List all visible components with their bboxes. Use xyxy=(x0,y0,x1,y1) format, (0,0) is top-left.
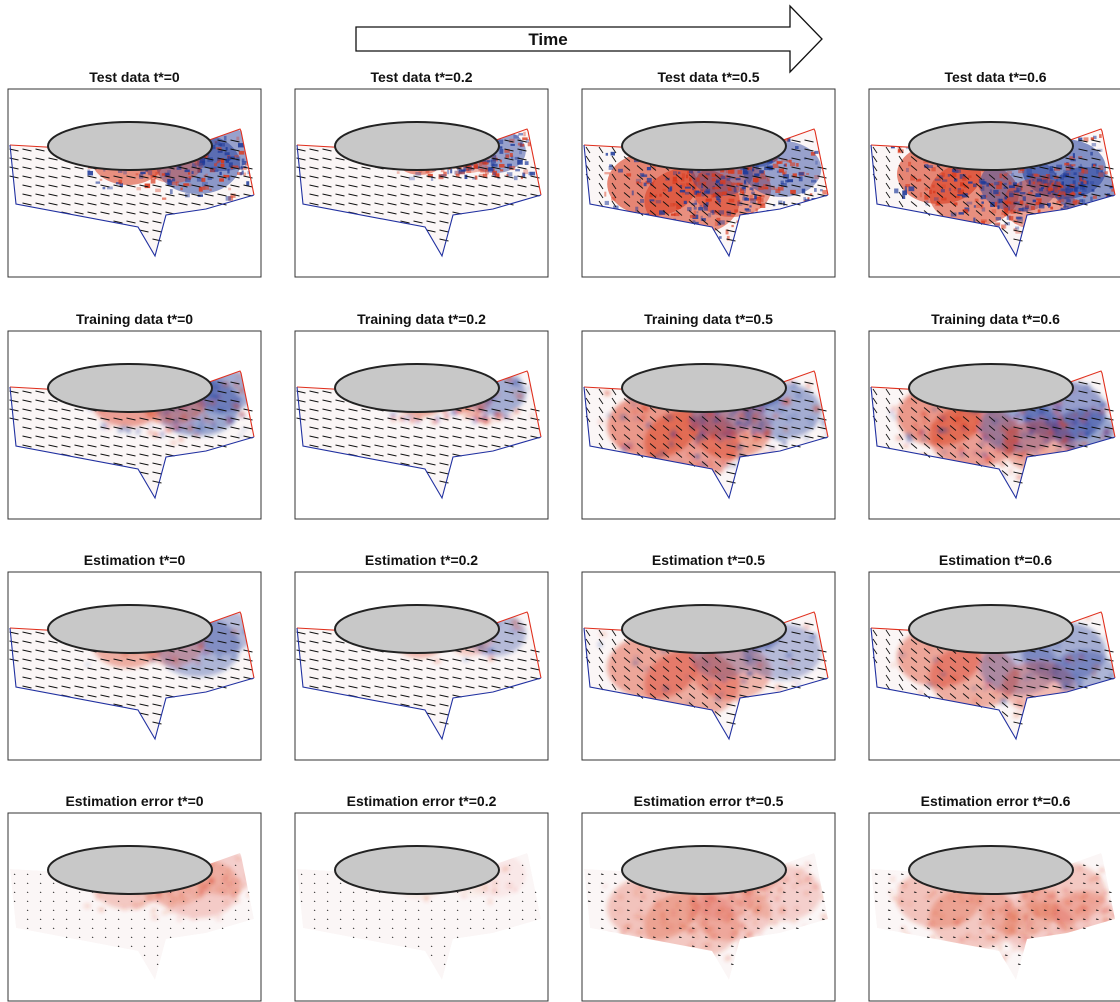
vector-field xyxy=(9,622,253,725)
panel-title: Estimation t*=0.5 xyxy=(652,552,765,568)
lower-boundary xyxy=(9,627,255,741)
lower-boundary xyxy=(870,144,1116,258)
panel-error-2: Estimation error t*=0.5 xyxy=(581,793,836,1002)
panel-title: Test data t*=0 xyxy=(89,69,180,85)
ellipse-body-icon xyxy=(908,121,1074,171)
vector-field xyxy=(872,139,1114,242)
lower-boundary xyxy=(583,144,829,258)
panel-training-1: Training data t*=0.2 xyxy=(294,311,549,520)
ellipse-body-icon xyxy=(908,845,1074,895)
time-arrow-label: Time xyxy=(528,30,567,49)
lower-boundary xyxy=(870,386,1116,500)
panel-title: Training data t*=0.6 xyxy=(931,311,1060,327)
ellipse-body-icon xyxy=(621,121,787,171)
panel-title: Estimation error t*=0.6 xyxy=(921,793,1071,809)
ellipse-body-icon xyxy=(47,121,213,171)
panel-title: Estimation error t*=0.2 xyxy=(347,793,497,809)
panel-test-1: Test data t*=0.2 xyxy=(294,69,549,278)
ellipse-body-icon xyxy=(47,845,213,895)
panel-estimation-3: Estimation t*=0.6 xyxy=(868,552,1120,761)
panel-error-3: Estimation error t*=0.6 xyxy=(868,793,1120,1002)
ellipse-body-icon xyxy=(47,604,213,654)
ellipse-body-icon xyxy=(334,121,500,171)
ellipse-body-icon xyxy=(908,363,1074,413)
vector-field xyxy=(587,864,825,966)
ellipse-body-icon xyxy=(908,604,1074,654)
panel-title: Training data t*=0 xyxy=(76,311,193,327)
panel-title: Estimation t*=0 xyxy=(84,552,186,568)
panel-title: Estimation t*=0.2 xyxy=(365,552,478,568)
ellipse-body-icon xyxy=(621,363,787,413)
panel-estimation-1: Estimation t*=0.2 xyxy=(294,552,549,761)
panel-title: Estimation t*=0.6 xyxy=(939,552,1052,568)
panel-title: Training data t*=0.2 xyxy=(357,311,486,327)
panel-training-3: Training data t*=0.6 xyxy=(868,311,1120,520)
lower-boundary xyxy=(296,386,542,500)
lower-boundary xyxy=(583,627,829,741)
vector-field xyxy=(872,381,1114,484)
ellipse-body-icon xyxy=(47,363,213,413)
panel-training-2: Training data t*=0.5 xyxy=(581,311,836,520)
vector-field xyxy=(13,864,250,966)
ellipse-body-icon xyxy=(334,363,500,413)
panel-title: Estimation error t*=0 xyxy=(65,793,203,809)
ellipse-body-icon xyxy=(621,845,787,895)
ellipse-body-icon xyxy=(334,604,500,654)
panel-test-3: Test data t*=0.6 xyxy=(868,69,1120,278)
vector-field xyxy=(296,139,540,242)
time-arrow: Time xyxy=(355,4,823,74)
panel-grid: Test data t*=0 Test data t*=0.2 Test data … xyxy=(7,69,1120,1002)
vector-field xyxy=(300,864,537,966)
panel-estimation-0: Estimation t*=0 xyxy=(7,552,262,761)
right-arrow-icon xyxy=(355,4,823,74)
vector-field xyxy=(9,381,253,484)
panel-estimation-2: Estimation t*=0.5 xyxy=(581,552,836,761)
panel-test-2: Test data t*=0.5 xyxy=(581,69,836,278)
lower-boundary xyxy=(9,386,255,500)
vector-field xyxy=(872,622,1114,725)
vector-field xyxy=(874,864,1112,966)
panel-title: Test data t*=0.6 xyxy=(944,69,1046,85)
panel-error-1: Estimation error t*=0.2 xyxy=(294,793,549,1002)
panel-error-0: Estimation error t*=0 xyxy=(7,793,262,1002)
lower-boundary xyxy=(870,627,1116,741)
lower-boundary xyxy=(296,144,542,258)
lower-boundary xyxy=(296,627,542,741)
panel-training-0: Training data t*=0 xyxy=(7,311,262,520)
vector-field xyxy=(585,622,827,725)
panel-title: Test data t*=0.5 xyxy=(657,69,759,85)
lower-boundary xyxy=(9,144,255,258)
ellipse-body-icon xyxy=(334,845,500,895)
panel-title: Test data t*=0.2 xyxy=(370,69,472,85)
ellipse-body-icon xyxy=(621,604,787,654)
panel-title: Estimation error t*=0.5 xyxy=(634,793,784,809)
vector-field xyxy=(296,622,540,725)
lower-boundary xyxy=(583,386,829,500)
panel-title: Training data t*=0.5 xyxy=(644,311,773,327)
panel-test-0: Test data t*=0 xyxy=(7,69,262,278)
